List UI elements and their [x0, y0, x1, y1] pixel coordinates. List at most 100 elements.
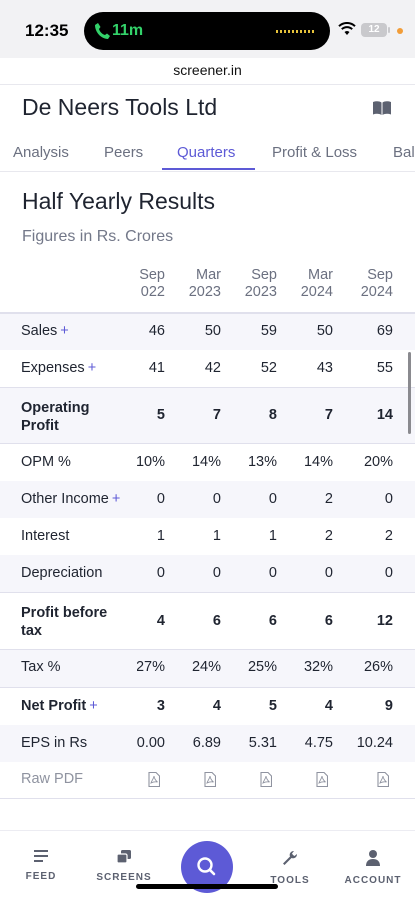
- row-divider: [0, 649, 415, 650]
- table-cell: 2: [324, 491, 333, 507]
- battery-tip: [388, 27, 390, 33]
- book-icon[interactable]: [373, 101, 391, 115]
- table-cell: 0: [156, 565, 165, 581]
- header-divider: [0, 84, 415, 85]
- table-cell: 5: [268, 698, 277, 714]
- section-title: Half Yearly Results: [22, 188, 216, 214]
- row-label: EPS in Rs: [21, 735, 88, 751]
- table-cell: 24%: [191, 659, 221, 675]
- table-cell: 4: [324, 698, 333, 714]
- row-divider: [0, 592, 415, 593]
- mic-indicator-icon: [397, 28, 403, 34]
- table-cell: 7: [324, 407, 333, 423]
- phone-icon: [95, 23, 110, 39]
- wrench-icon: [283, 851, 297, 865]
- bottom-nav-divider: [0, 830, 415, 831]
- table-row-eps: EPS in Rs 0.00 6.89 5.31 4.75 10.24: [0, 725, 415, 762]
- table-cell: 9: [384, 698, 393, 714]
- tab-balance-sheet[interactable]: Bala: [393, 144, 415, 161]
- nav-feed[interactable]: FEED: [1, 850, 81, 882]
- table-cell: 14%: [191, 454, 221, 470]
- feed-icon: [34, 850, 48, 862]
- table-cell: 1: [212, 528, 221, 544]
- row-label[interactable]: Other Income +: [21, 491, 121, 507]
- table-row-interest: Interest 1 1 1 2 2: [0, 518, 415, 555]
- row-divider: [0, 443, 415, 444]
- row-label[interactable]: Net Profit +: [21, 698, 98, 714]
- expand-plus-icon[interactable]: +: [89, 698, 98, 714]
- table-cell: 12: [376, 613, 393, 629]
- table-cell: 55: [376, 360, 393, 376]
- table-row-other-income[interactable]: Other Income + 0 0 0 2 0: [0, 481, 415, 518]
- row-label: Profit before tax: [21, 605, 108, 639]
- table-cell: 41: [148, 360, 165, 376]
- table-header-row: Sep 022 Mar 2023 Sep 2023 Mar 2024 Sep 2024: [0, 260, 415, 313]
- pdf-icon[interactable]: [204, 772, 216, 787]
- search-icon: [197, 857, 216, 876]
- column-header[interactable]: Sep 2024: [360, 267, 393, 300]
- nav-label: ACCOUNT: [344, 875, 402, 886]
- table-cell: 0: [268, 491, 277, 507]
- table-cell: 5.31: [248, 735, 277, 751]
- pdf-icon[interactable]: [148, 772, 160, 787]
- nav-screens[interactable]: SCREENS: [84, 850, 164, 883]
- url-bar[interactable]: screener.in: [173, 62, 242, 78]
- column-header[interactable]: Mar 2024: [300, 267, 333, 300]
- table-cell: 2: [324, 528, 333, 544]
- row-label: Tax %: [21, 659, 61, 675]
- expand-plus-icon[interactable]: +: [60, 323, 69, 339]
- battery-icon: 12: [361, 23, 387, 37]
- table-cell: 25%: [247, 659, 277, 675]
- home-indicator[interactable]: [136, 884, 278, 889]
- table-cell: 20%: [363, 454, 393, 470]
- table-row-expenses[interactable]: Expenses + 41 42 52 43 55: [0, 350, 415, 387]
- row-label: Operating Profit: [21, 400, 90, 434]
- table-cell: 7: [212, 407, 221, 423]
- table-cell: 43: [316, 360, 333, 376]
- table-cell: 50: [204, 323, 221, 339]
- table-cell: 1: [268, 528, 277, 544]
- table-cell: 1: [156, 528, 165, 544]
- column-header[interactable]: Sep 2023: [244, 267, 277, 300]
- table-cell: 14: [376, 407, 393, 423]
- row-label[interactable]: Sales +: [21, 323, 69, 339]
- pdf-icon[interactable]: [377, 772, 389, 787]
- nav-label: TOOLS: [270, 875, 310, 886]
- table-cell: 0: [156, 491, 165, 507]
- pdf-icon[interactable]: [316, 772, 328, 787]
- vertical-scrollbar[interactable]: [408, 352, 411, 434]
- nav-tools[interactable]: TOOLS: [250, 850, 330, 886]
- table-row-opm: OPM % 10% 14% 13% 14% 20%: [0, 444, 415, 481]
- table-cell: 0: [212, 565, 221, 581]
- tab-analysis[interactable]: Analysis: [13, 144, 69, 161]
- expand-plus-icon[interactable]: +: [111, 491, 121, 507]
- column-header[interactable]: Sep 022: [139, 267, 165, 300]
- table-cell: 50: [316, 323, 333, 339]
- expand-plus-icon[interactable]: +: [87, 360, 97, 376]
- tab-quarters[interactable]: Quarters: [177, 144, 236, 161]
- table-cell: 6: [268, 613, 277, 629]
- tab-profit-loss[interactable]: Profit & Loss: [272, 144, 358, 161]
- row-label: Interest: [21, 528, 70, 544]
- pdf-icon[interactable]: [260, 772, 272, 787]
- table-row-tax: Tax % 27% 24% 25% 32% 26%: [0, 650, 415, 687]
- table-row-operating-profit: Operating Profit 5 7 8 7 14: [0, 388, 415, 443]
- row-label: Raw PDF: [21, 771, 84, 787]
- table-cell: 6.89: [192, 735, 221, 751]
- tabs-divider: [0, 171, 415, 172]
- nav-account[interactable]: ACCOUNT: [333, 850, 413, 886]
- table-cell: 10%: [137, 454, 165, 470]
- row-divider: [0, 687, 415, 688]
- table-cell: 0: [384, 565, 393, 581]
- table-cell: 8: [268, 407, 277, 423]
- tab-peers[interactable]: Peers: [104, 144, 144, 161]
- table-cell: 4: [212, 698, 221, 714]
- table-cell: 0: [212, 491, 221, 507]
- call-duration: 11m: [112, 22, 144, 39]
- table-cell: 10.24: [356, 735, 393, 751]
- table-row-sales[interactable]: Sales + 46 50 59 50 69: [0, 314, 415, 350]
- column-header[interactable]: Mar 2023: [188, 267, 221, 300]
- row-label[interactable]: Expenses +: [21, 360, 97, 376]
- table-row-net-profit[interactable]: Net Profit + 3 4 5 4 9: [0, 688, 415, 725]
- row-label: Depreciation: [21, 565, 103, 581]
